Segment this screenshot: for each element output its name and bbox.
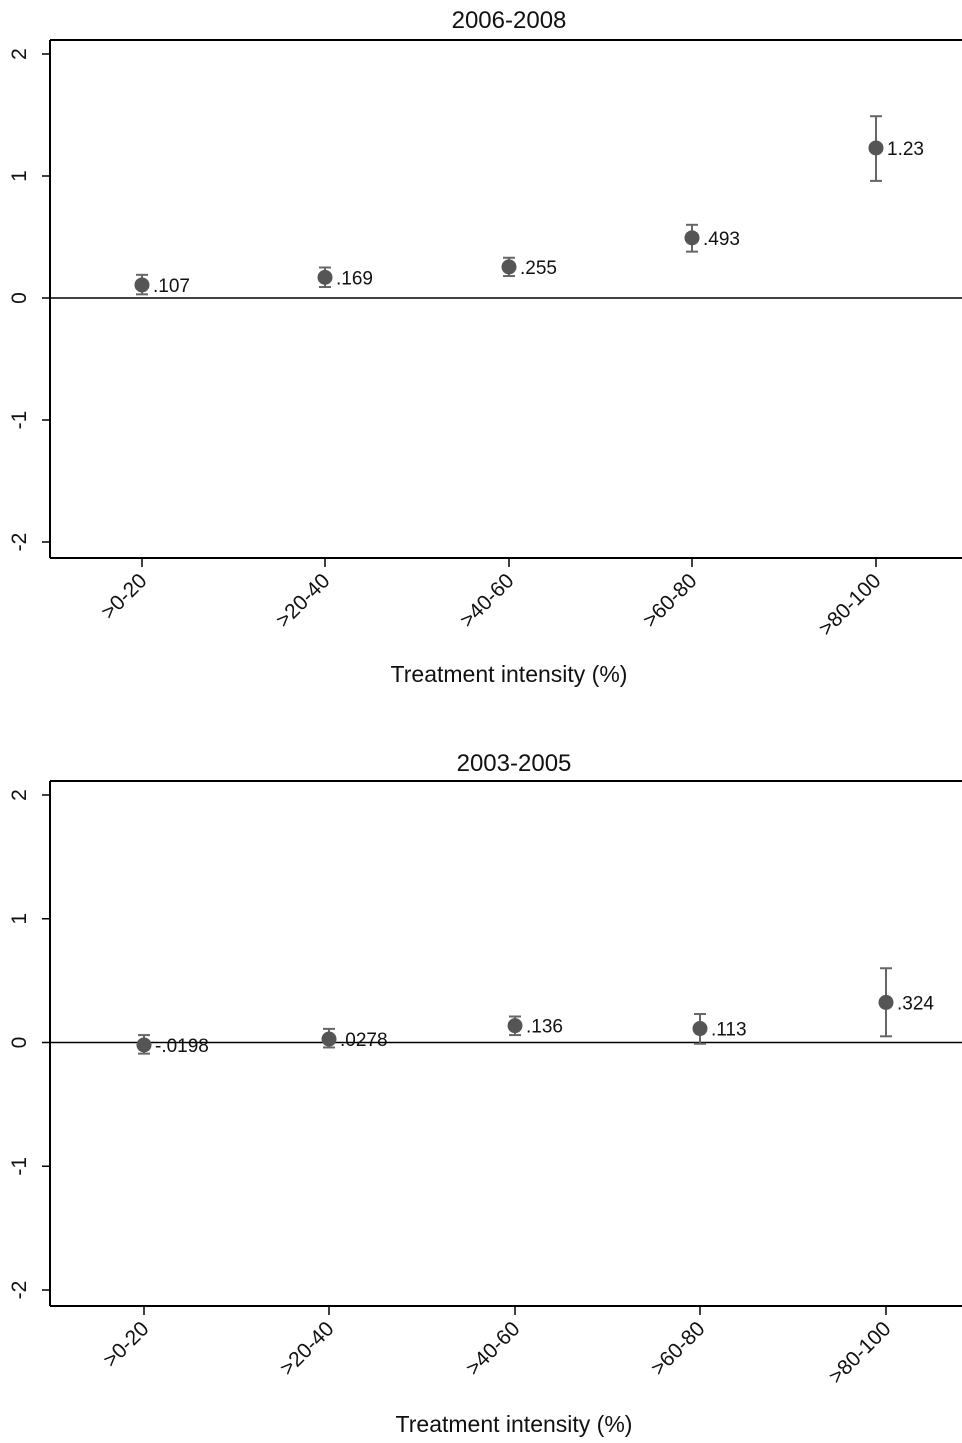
- data-point: [136, 1037, 152, 1053]
- y-tick-label: -1: [8, 1157, 31, 1176]
- data-point: [134, 277, 150, 293]
- data-label: .324: [897, 993, 934, 1014]
- x-tick-label: >20-40: [276, 1317, 339, 1380]
- y-tick-label: 0: [8, 292, 31, 304]
- x-tick-label: >80-100: [824, 1317, 895, 1388]
- data-label: .113: [711, 1020, 747, 1041]
- x-tick-label: >80-100: [814, 569, 885, 640]
- data-label: .107: [153, 276, 190, 297]
- x-tick-label: >0-20: [97, 569, 152, 624]
- x-axis-title: Treatment intensity (%): [396, 1411, 633, 1437]
- x-tick-label: >40-60: [462, 1317, 525, 1380]
- data-label: .136: [526, 1017, 563, 1038]
- x-tick-label: >0-20: [99, 1317, 154, 1372]
- chart-panel-2006-2008: 2006-2008 -2 -1 0 1 2 >0-20 >20-40 >40-60 >60-80 >…: [0, 0, 962, 700]
- x-tick-label: >60-80: [647, 1317, 710, 1380]
- y-tick-label: -2: [8, 533, 31, 552]
- x-tick-label: >20-40: [272, 569, 335, 632]
- chart-title: 2003-2005: [457, 750, 572, 777]
- chart-panel-2003-2005: 2003-2005 -2 -1 0 1 2 >0-20 >20-40 >40-60 >60-80 >…: [0, 740, 962, 1438]
- y-tick-label: 0: [8, 1037, 31, 1049]
- chart-svg-2003-2005: 2003-2005 -2 -1 0 1 2 >0-20 >20-40 >40-60 >60-80 >…: [8, 750, 962, 1437]
- chart-svg-2006-2008: 2006-2008 -2 -1 0 1 2 >0-20 >20-40 >40-60 >60-80 >…: [8, 7, 962, 687]
- x-axis-title: Treatment intensity (%): [391, 661, 628, 687]
- y-tick-label: 2: [8, 48, 31, 60]
- data-label: .0278: [340, 1030, 388, 1051]
- y-tick-label: -1: [8, 411, 31, 430]
- data-point: [684, 230, 700, 246]
- y-tick-label: 2: [8, 789, 31, 801]
- x-tick-label: >40-60: [456, 569, 519, 632]
- chart-title: 2006-2008: [452, 7, 567, 34]
- y-tick-label: 1: [8, 170, 31, 182]
- x-tick-label: >60-80: [639, 569, 702, 632]
- data-point: [868, 140, 884, 156]
- data-point: [692, 1021, 708, 1037]
- data-point: [501, 259, 517, 275]
- y-tick-label: -2: [8, 1281, 31, 1300]
- data-point: [878, 994, 894, 1010]
- data-label: .169: [336, 268, 373, 289]
- data-label: .493: [703, 229, 740, 250]
- data-point: [321, 1031, 337, 1047]
- data-point: [317, 269, 333, 285]
- data-point: [507, 1018, 523, 1034]
- data-label: 1.23: [887, 139, 924, 160]
- data-label: -.0198: [155, 1036, 209, 1057]
- data-label: .255: [520, 258, 557, 279]
- y-tick-label: 1: [8, 913, 31, 925]
